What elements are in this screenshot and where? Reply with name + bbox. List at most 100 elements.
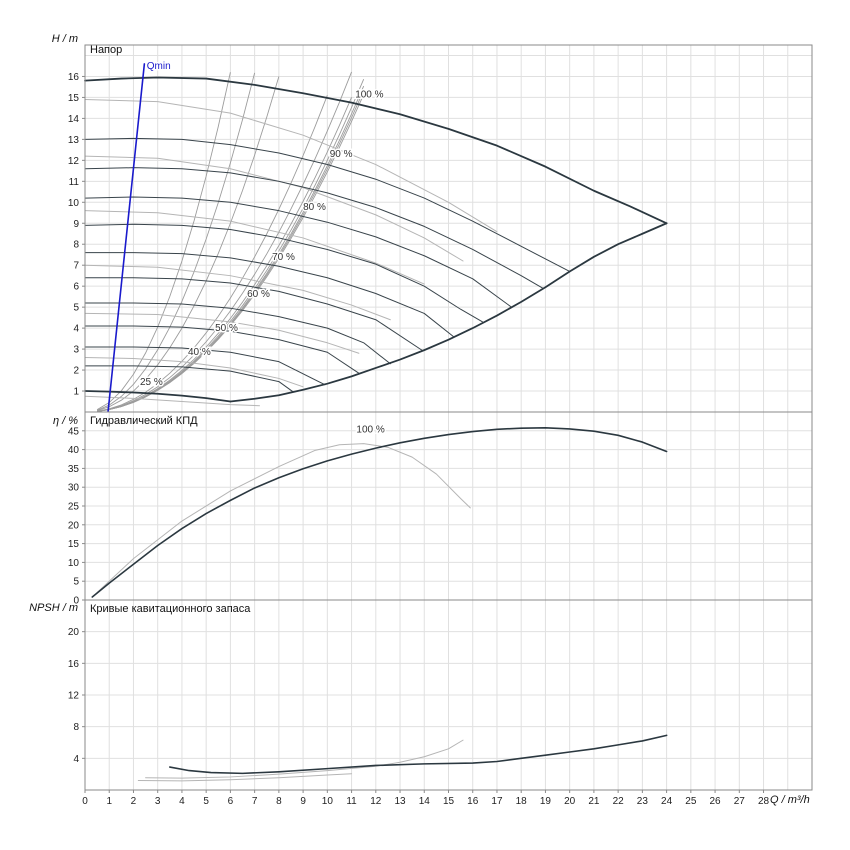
efficiency-contour-line bbox=[97, 71, 352, 412]
y-tick-label: 7 bbox=[73, 261, 79, 272]
x-tick-label: 13 bbox=[394, 796, 406, 807]
x-tick-label: 5 bbox=[203, 796, 209, 807]
curve-label: 60 % bbox=[247, 289, 270, 300]
y-tick-label: 16 bbox=[68, 72, 80, 83]
x-tick-label: 8 bbox=[276, 796, 282, 807]
x-tick-label: 23 bbox=[637, 796, 649, 807]
series-speed-curve-gray-7 bbox=[84, 395, 260, 407]
y-tick-label: 2 bbox=[73, 366, 79, 377]
x-tick-label: 2 bbox=[131, 796, 137, 807]
series-speed-curve-gray-4 bbox=[84, 264, 391, 321]
curve-label: 50 % bbox=[215, 323, 238, 334]
efficiency-contour-line bbox=[96, 72, 256, 411]
x-tick-label: 6 bbox=[228, 796, 234, 807]
series-head-curve-9 bbox=[84, 346, 326, 386]
series-speed-curve-gray-2 bbox=[84, 155, 464, 262]
flow-axis-label: Q / m³/h bbox=[770, 794, 810, 806]
series-npsh-curve-gray-1 bbox=[145, 739, 464, 779]
series-envelope-right bbox=[229, 222, 668, 403]
y-tick-label: 15 bbox=[68, 93, 80, 104]
y-tick-label: 11 bbox=[69, 177, 80, 188]
curve-label: 40 % bbox=[188, 347, 211, 358]
series-head-curve-8 bbox=[84, 325, 360, 374]
y-tick-label: 20 bbox=[68, 520, 80, 531]
x-tick-label: 4 bbox=[179, 796, 185, 807]
series-envelope-top bbox=[84, 76, 668, 225]
plot-npsh: 4 8 12 16 20 bbox=[68, 599, 813, 791]
x-tick-label: 22 bbox=[613, 796, 625, 807]
y-tick-label: 0 bbox=[73, 596, 79, 607]
curve-label: 80 % bbox=[303, 202, 326, 213]
series-head-curve-1 bbox=[84, 137, 571, 272]
x-tick-label: 14 bbox=[419, 796, 431, 807]
y-tick-label: 5 bbox=[73, 577, 79, 588]
series-head-curve-5 bbox=[84, 252, 454, 338]
series-speed-curve-gray-3 bbox=[84, 210, 425, 285]
x-tick-label: 9 bbox=[300, 796, 306, 807]
y-tick-label: 10 bbox=[68, 198, 80, 209]
y-tick-label: 5 bbox=[73, 303, 79, 314]
x-tick-label: 15 bbox=[443, 796, 455, 807]
y-tick-label: 40 bbox=[68, 445, 80, 456]
y-tick-label: 4 bbox=[73, 324, 79, 335]
y-tick-label: 9 bbox=[73, 219, 79, 230]
curve-label: 100 % bbox=[355, 89, 383, 100]
efficiency-plot-title: Гидравлический КПД bbox=[90, 415, 198, 427]
x-tick-label: 19 bbox=[540, 796, 552, 807]
x-tick-label: 25 bbox=[685, 796, 697, 807]
efficiency-axis-label: η / % bbox=[52, 415, 78, 427]
series-head-curve-4 bbox=[84, 223, 483, 323]
y-tick-label: 14 bbox=[68, 114, 80, 125]
curve-label: 70 % bbox=[272, 252, 295, 263]
y-tick-label: 6 bbox=[73, 282, 79, 293]
series-speed-curve-gray-1 bbox=[84, 99, 498, 233]
series-qmin-line bbox=[107, 63, 146, 413]
x-tick-label: 10 bbox=[322, 796, 334, 807]
x-tick-label: 3 bbox=[155, 796, 161, 807]
head-axis-label: H / m bbox=[51, 33, 78, 45]
curve-label: 100 % bbox=[356, 425, 384, 436]
y-tick-label: 35 bbox=[68, 464, 80, 475]
npsh-axis-label: NPSH / m bbox=[29, 602, 78, 614]
y-tick-label: 45 bbox=[68, 426, 80, 437]
y-tick-label: 12 bbox=[68, 156, 80, 167]
npsh-plot-title: Кривые кавитационного запаса bbox=[90, 603, 251, 615]
y-tick-label: 8 bbox=[73, 722, 79, 733]
y-tick-label: 20 bbox=[68, 627, 80, 638]
x-tick-label: 21 bbox=[588, 796, 600, 807]
series-npsh-curve-gray-2 bbox=[137, 773, 353, 782]
curve-label: Qmin bbox=[147, 61, 171, 72]
x-tick-label: 12 bbox=[370, 796, 382, 807]
x-tick-label: 7 bbox=[252, 796, 258, 807]
series-speed-curve-gray-5 bbox=[84, 312, 360, 354]
x-tick-label: 28 bbox=[758, 796, 770, 807]
curve-label: 90 % bbox=[330, 149, 353, 160]
series-head-curve-10 bbox=[84, 365, 294, 393]
series-head-curve-2 bbox=[84, 167, 544, 289]
y-tick-label: 25 bbox=[68, 502, 80, 513]
y-tick-label: 3 bbox=[73, 345, 79, 356]
efficiency-contour-line bbox=[96, 76, 280, 412]
y-tick-label: 13 bbox=[68, 135, 80, 146]
x-tick-label: 24 bbox=[661, 796, 673, 807]
y-tick-label: 30 bbox=[68, 483, 80, 494]
x-tick-label: 17 bbox=[491, 796, 503, 807]
head-plot-title: Напор bbox=[90, 44, 123, 56]
x-tick-label: 0 bbox=[82, 796, 88, 807]
series-npsh-curve bbox=[169, 734, 668, 775]
x-tick-label: 26 bbox=[710, 796, 722, 807]
y-tick-label: 1 bbox=[73, 387, 79, 398]
y-tick-label: 15 bbox=[68, 539, 80, 550]
y-tick-label: 4 bbox=[73, 754, 79, 765]
x-tick-label: 20 bbox=[564, 796, 576, 807]
y-tick-label: 16 bbox=[68, 659, 80, 670]
y-tick-label: 12 bbox=[68, 691, 80, 702]
y-tick-label: 8 bbox=[73, 240, 79, 251]
x-tick-label: 11 bbox=[346, 796, 357, 807]
x-tick-label: 1 bbox=[106, 796, 112, 807]
curve-label: 25 % bbox=[140, 377, 163, 388]
series-speed-curve-gray-6 bbox=[84, 356, 304, 388]
x-tick-label: 16 bbox=[467, 796, 479, 807]
